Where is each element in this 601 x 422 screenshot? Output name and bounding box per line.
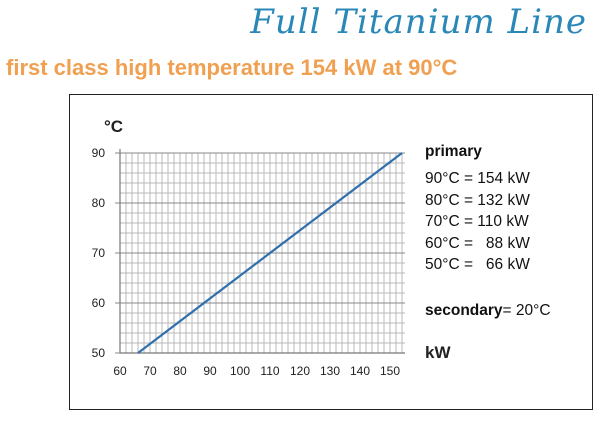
legend-row-80: 80°C = 132 kW: [425, 191, 530, 209]
headline-left: first class high temperature: [6, 55, 295, 80]
brand-logo-text: Full Titanium Line: [250, 2, 587, 42]
x-tick-label: 140: [350, 364, 370, 378]
primary-legend: primary 90°C = 154 kW 80°C = 132 kW 70°C…: [425, 143, 530, 276]
legend-row-70: 70°C = 110 kW: [425, 213, 529, 230]
y-tick-label: 50: [92, 346, 106, 360]
series-line: [137, 152, 403, 354]
x-tick-label: 150: [380, 364, 400, 378]
x-tick-label: 130: [320, 364, 340, 378]
y-tick-label: 90: [92, 146, 106, 160]
y-axis-label: °C: [104, 117, 123, 136]
x-tick-label: 110: [260, 364, 279, 378]
legend-header: primary: [425, 143, 482, 160]
x-tick-label: 120: [290, 364, 310, 378]
x-tick-label: 60: [113, 364, 127, 378]
secondary-label: secondary: [425, 302, 503, 319]
y-tick-label: 70: [92, 246, 106, 260]
x-tick-label: 90: [203, 364, 217, 378]
x-tick-label: 80: [173, 364, 187, 378]
chart-frame: [69, 94, 593, 410]
legend-row-50: 50°C = 66 kW: [425, 256, 530, 273]
x-axis-label: kW: [425, 343, 451, 362]
secondary-value: = 20°C: [502, 302, 551, 319]
x-tick-label: 100: [230, 364, 250, 378]
headline: first class high temperature 154 kW at 90…: [6, 55, 457, 81]
headline-right: 154 kW at 90°C: [300, 55, 458, 80]
legend-row-90: 90°C = 154 kW: [425, 170, 530, 187]
y-tick-label: 80: [92, 196, 106, 210]
legend-row-60: 60°C = 88 kW: [425, 234, 530, 252]
x-tick-label: 70: [143, 364, 157, 378]
secondary-note: secondary= 20°C: [425, 302, 551, 320]
y-tick-label: 60: [92, 296, 106, 310]
